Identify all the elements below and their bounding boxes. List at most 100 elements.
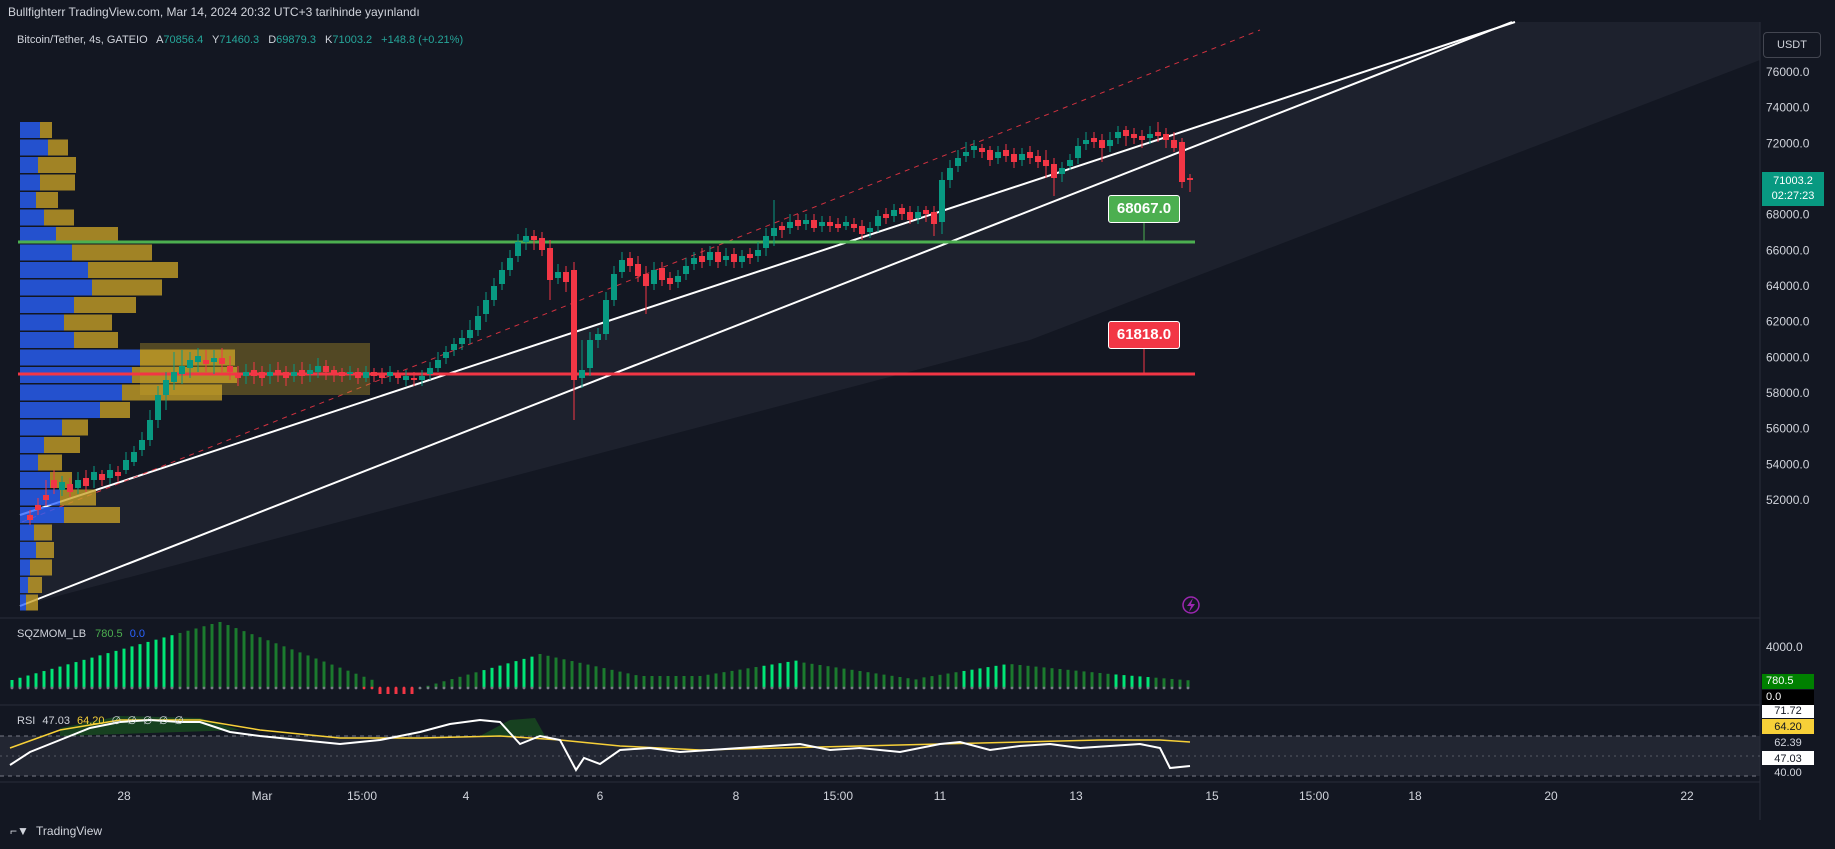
candle-body[interactable] bbox=[259, 372, 265, 378]
symbol-title[interactable]: Bitcoin/Tether, 4s, GATEIO bbox=[17, 34, 148, 46]
sqzmom-legend[interactable]: SQZMOM_LB 780.5 0.0 bbox=[17, 628, 145, 640]
rsi-line[interactable] bbox=[9, 718, 1191, 772]
candle-body[interactable] bbox=[659, 268, 665, 280]
candle-body[interactable] bbox=[691, 258, 697, 264]
candle-body[interactable] bbox=[459, 338, 465, 344]
candle-body[interactable] bbox=[547, 248, 553, 280]
candle-body[interactable] bbox=[739, 256, 745, 262]
candle-body[interactable] bbox=[227, 366, 233, 372]
candle-body[interactable] bbox=[355, 372, 361, 378]
candle-body[interactable] bbox=[219, 358, 225, 364]
candle-body[interactable] bbox=[523, 236, 529, 242]
sqzmom-histogram[interactable] bbox=[10, 622, 1190, 694]
candle-body[interactable] bbox=[667, 278, 673, 284]
candle-body[interactable] bbox=[107, 470, 113, 478]
symbol-legend[interactable]: Bitcoin/Tether, 4s, GATEIO A70856.4 Y714… bbox=[17, 34, 469, 46]
candle-body[interactable] bbox=[579, 370, 585, 378]
candle-body[interactable] bbox=[1171, 140, 1177, 148]
candle-body[interactable] bbox=[755, 250, 761, 256]
candle-body[interactable] bbox=[427, 368, 433, 374]
candle-body[interactable] bbox=[267, 372, 273, 376]
time-axis[interactable]: 28 Mar 15:00 4 6 8 15:00 11 13 15 15:00 18 20 22 bbox=[117, 789, 1694, 803]
candle-body[interactable] bbox=[979, 148, 985, 152]
candle-body[interactable] bbox=[123, 460, 129, 470]
candle-body[interactable] bbox=[819, 222, 825, 226]
candle-body[interactable] bbox=[787, 222, 793, 228]
candle-body[interactable] bbox=[1131, 134, 1137, 138]
candle-body[interactable] bbox=[299, 370, 305, 376]
candle-body[interactable] bbox=[339, 372, 345, 376]
candle-body[interactable] bbox=[83, 478, 89, 486]
candle-body[interactable] bbox=[971, 146, 977, 150]
candle-body[interactable] bbox=[75, 480, 81, 488]
candle-body[interactable] bbox=[171, 372, 177, 382]
candle-body[interactable] bbox=[619, 260, 625, 272]
candle-body[interactable] bbox=[315, 366, 321, 372]
currency-button[interactable]: USDT bbox=[1763, 32, 1821, 58]
candle-body[interactable] bbox=[571, 270, 577, 380]
channel-lower-trend-white[interactable] bbox=[19, 21, 1513, 607]
candle-body[interactable] bbox=[387, 372, 393, 376]
candle-body[interactable] bbox=[411, 378, 417, 380]
candle-body[interactable] bbox=[731, 254, 737, 262]
channel-mid-line[interactable] bbox=[21, 29, 1261, 523]
candle-body[interactable] bbox=[1011, 154, 1017, 162]
candle-body[interactable] bbox=[1043, 160, 1049, 166]
candle-body[interactable] bbox=[59, 482, 65, 490]
candle-body[interactable] bbox=[763, 236, 769, 248]
candle-body[interactable] bbox=[515, 242, 521, 256]
candle-body[interactable] bbox=[875, 216, 881, 226]
support-high-label[interactable]: 68067.0 bbox=[1108, 195, 1180, 223]
candle-body[interactable] bbox=[947, 168, 953, 180]
candle-body[interactable] bbox=[1051, 164, 1057, 178]
candle-body[interactable] bbox=[1067, 160, 1073, 166]
candle-body[interactable] bbox=[1155, 132, 1161, 136]
candle-body[interactable] bbox=[179, 366, 185, 374]
candle-body[interactable] bbox=[1091, 138, 1097, 142]
candle-body[interactable] bbox=[939, 180, 945, 222]
candle-body[interactable] bbox=[131, 452, 137, 462]
candle-body[interactable] bbox=[51, 480, 57, 488]
candle-body[interactable] bbox=[779, 226, 785, 230]
candle-body[interactable] bbox=[699, 256, 705, 262]
candle-body[interactable] bbox=[1003, 150, 1009, 156]
price-axis[interactable]: 76000.0 74000.0 72000.0 68000.0 66000.0 64000… bbox=[1766, 65, 1810, 507]
candle-body[interactable] bbox=[331, 370, 337, 374]
candle-body[interactable] bbox=[1179, 142, 1185, 182]
lightning-icon[interactable] bbox=[1182, 596, 1200, 614]
candle-body[interactable] bbox=[211, 358, 217, 362]
candle-body[interactable] bbox=[651, 270, 657, 284]
candle-body[interactable] bbox=[915, 212, 921, 218]
candle-body[interactable] bbox=[891, 210, 897, 216]
candle-body[interactable] bbox=[1099, 140, 1105, 148]
candle-body[interactable] bbox=[555, 272, 561, 278]
candle-body[interactable] bbox=[995, 152, 1001, 158]
candle-body[interactable] bbox=[803, 220, 809, 224]
candle-body[interactable] bbox=[843, 222, 849, 226]
candle-body[interactable] bbox=[1163, 134, 1169, 140]
support-low-label[interactable]: 61818.0 bbox=[1108, 321, 1180, 349]
candle-body[interactable] bbox=[771, 228, 777, 236]
candle-body[interactable] bbox=[1059, 168, 1065, 174]
candle-body[interactable] bbox=[1075, 146, 1081, 158]
candle-body[interactable] bbox=[811, 220, 817, 228]
candle-body[interactable] bbox=[435, 360, 441, 368]
candle-body[interactable] bbox=[907, 212, 913, 220]
candle-body[interactable] bbox=[155, 395, 161, 420]
candle-body[interactable] bbox=[67, 484, 73, 492]
rsi-legend[interactable]: RSI 47.03 64.20 ∅ ∅ ∅ ∅ ∅ bbox=[17, 714, 184, 727]
candle-body[interactable] bbox=[747, 254, 753, 258]
candle-body[interactable] bbox=[147, 420, 153, 440]
candle-body[interactable] bbox=[467, 330, 473, 338]
candle-body[interactable] bbox=[1139, 136, 1145, 140]
candle-body[interactable] bbox=[163, 380, 169, 395]
candle-body[interactable] bbox=[251, 370, 257, 376]
candle-body[interactable] bbox=[43, 495, 49, 500]
candle-body[interactable] bbox=[419, 376, 425, 380]
candle-body[interactable] bbox=[283, 372, 289, 378]
candle-body[interactable] bbox=[635, 264, 641, 276]
candle-body[interactable] bbox=[603, 300, 609, 334]
candle-body[interactable] bbox=[1083, 140, 1089, 144]
candle-body[interactable] bbox=[531, 236, 537, 240]
candle-body[interactable] bbox=[835, 224, 841, 228]
